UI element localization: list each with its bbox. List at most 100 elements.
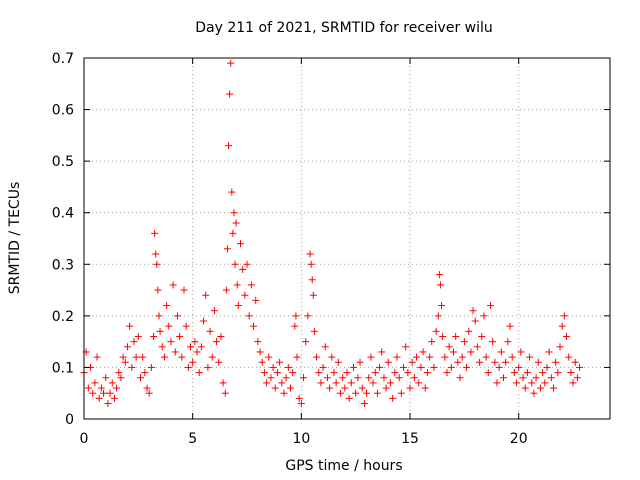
data-point — [95, 394, 103, 402]
data-point — [521, 384, 529, 392]
data-point — [154, 286, 162, 294]
data-point — [569, 379, 577, 387]
data-point — [208, 353, 216, 361]
data-point — [223, 245, 231, 253]
data-point — [495, 363, 503, 371]
data-point — [219, 379, 227, 387]
data-point — [443, 369, 451, 377]
data-point — [447, 363, 455, 371]
data-point — [552, 358, 560, 366]
data-point — [222, 286, 230, 294]
data-point — [441, 353, 449, 361]
data-point — [458, 353, 466, 361]
data-point — [115, 369, 123, 377]
data-point — [310, 327, 318, 335]
data-point — [536, 384, 544, 392]
data-point — [297, 400, 305, 408]
data-point — [204, 363, 212, 371]
data-point — [382, 384, 390, 392]
data-point — [323, 374, 331, 382]
data-point — [480, 312, 488, 320]
data-point — [343, 369, 351, 377]
data-point — [106, 389, 114, 397]
data-point — [302, 338, 310, 346]
data-point — [145, 389, 153, 397]
data-point — [413, 353, 421, 361]
data-point — [360, 400, 368, 408]
data-point — [258, 358, 266, 366]
data-point — [545, 348, 553, 356]
data-point — [471, 317, 479, 325]
y-tick-label: 0.7 — [52, 51, 74, 67]
data-point — [508, 353, 516, 361]
data-point — [365, 374, 373, 382]
data-point — [549, 384, 557, 392]
data-point — [515, 363, 523, 371]
data-point — [367, 353, 375, 361]
data-point — [239, 265, 247, 273]
data-point — [231, 260, 239, 268]
data-point — [236, 240, 244, 248]
data-point — [336, 389, 344, 397]
data-point — [513, 379, 521, 387]
data-point — [571, 358, 579, 366]
data-point — [341, 384, 349, 392]
x-tick-labels: 0 5 10 15 20 — [80, 431, 528, 447]
data-point — [573, 374, 581, 382]
axis-ticks — [83, 57, 610, 420]
data-point — [173, 312, 181, 320]
data-point — [432, 327, 440, 335]
data-point — [247, 281, 255, 289]
data-point — [280, 389, 288, 397]
data-point — [176, 332, 184, 340]
data-point — [123, 343, 131, 351]
data-point — [286, 384, 294, 392]
data-point — [309, 291, 317, 299]
data-point — [371, 369, 379, 377]
data-point — [163, 302, 171, 310]
data-point — [147, 363, 155, 371]
data-point — [465, 327, 473, 335]
data-point — [456, 374, 464, 382]
data-point — [260, 369, 268, 377]
data-point — [556, 343, 564, 351]
data-point — [139, 353, 147, 361]
data-point — [450, 348, 458, 356]
data-point — [215, 358, 223, 366]
y-tick-labels: 0 0.1 0.2 0.3 0.4 0.5 0.6 0.7 — [52, 51, 74, 428]
data-point — [128, 363, 136, 371]
data-point — [397, 389, 405, 397]
data-point — [182, 322, 190, 330]
data-point — [321, 343, 329, 351]
data-point — [491, 358, 499, 366]
data-point — [291, 322, 299, 330]
data-point — [169, 281, 177, 289]
data-point — [452, 332, 460, 340]
data-point — [267, 374, 275, 382]
data-point — [558, 322, 566, 330]
x-axis-label: GPS time / hours — [285, 458, 402, 474]
data-point — [502, 358, 510, 366]
data-point — [517, 348, 525, 356]
data-point — [519, 374, 527, 382]
data-point — [193, 348, 201, 356]
data-point — [126, 322, 134, 330]
data-point — [523, 369, 531, 377]
data-point — [482, 353, 490, 361]
data-point — [304, 312, 312, 320]
data-point — [445, 343, 453, 351]
data-point — [415, 379, 423, 387]
data-point — [241, 291, 249, 299]
y-tick-label: 0.3 — [52, 257, 74, 273]
data-point — [328, 353, 336, 361]
data-point — [143, 384, 151, 392]
data-point — [463, 363, 471, 371]
data-point — [384, 358, 392, 366]
data-point — [206, 327, 214, 335]
x-tick-label: 0 — [80, 431, 89, 447]
data-point — [380, 374, 388, 382]
data-point — [230, 209, 238, 217]
data-point — [534, 358, 542, 366]
data-point — [306, 250, 314, 258]
data-point — [484, 369, 492, 377]
